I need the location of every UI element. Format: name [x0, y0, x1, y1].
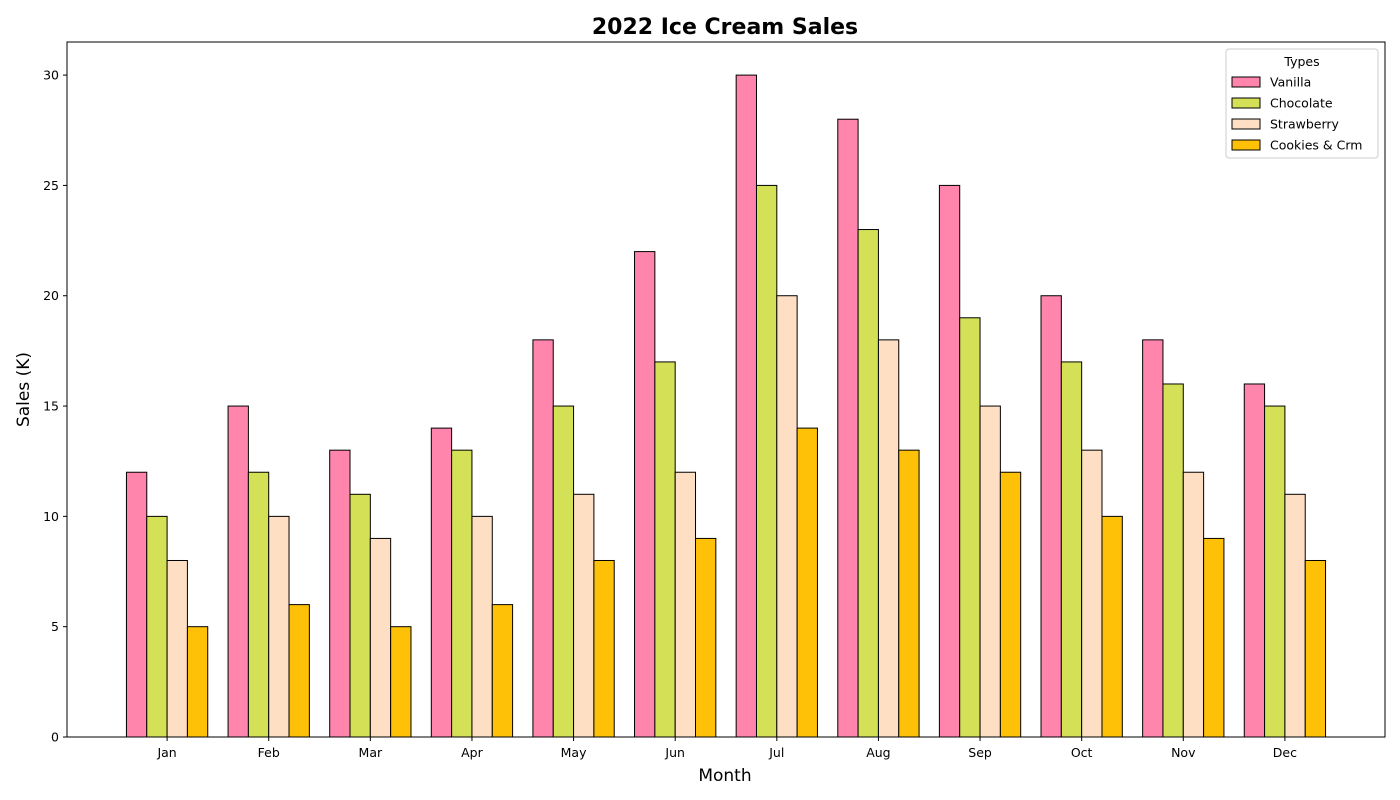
bar-cookies-crm-oct: [1101, 515, 1123, 738]
x-axis-ticks: Jan Feb Mar Apr May Jun Jul Aug Sep Oct Nov Dec: [156, 737, 1297, 760]
bar-vanilla-feb: [227, 405, 249, 738]
x-tick-label-feb: Feb: [258, 745, 280, 760]
bar-strawberry-sep: [979, 405, 1001, 738]
legend-item-strawberry: Strawberry: [1231, 117, 1340, 132]
bar-cookies-crm-dec: [1304, 559, 1327, 738]
bar-chocolate-dec: [1264, 405, 1286, 738]
legend: Types Vanilla Chocolate Strawberry Cookies …: [1225, 48, 1379, 159]
y-tick-label: 30: [43, 68, 59, 83]
x-tick-label-nov: Nov: [1171, 745, 1196, 760]
bar-vanilla-sep: [938, 184, 961, 738]
bar-vanilla-mar: [329, 449, 351, 738]
bar-cookies-crm-may: [593, 559, 615, 738]
x-tick-label-jan: Jan: [156, 745, 176, 760]
bar-vanilla-jan: [125, 471, 148, 738]
bar-cookies-crm-sep: [999, 471, 1022, 738]
legend-label-cookies-crm: Cookies & Crm: [1270, 138, 1362, 153]
bar-chocolate-jul: [755, 184, 778, 738]
legend-items: Vanilla Chocolate Strawberry Cookies & Crm: [1231, 75, 1362, 153]
x-tick-label-sep: Sep: [968, 745, 992, 760]
bar-vanilla-dec: [1243, 383, 1266, 738]
legend-swatch-chocolate: [1231, 97, 1261, 109]
bar-vanilla-aug: [837, 118, 859, 738]
bar-strawberry-nov: [1182, 471, 1205, 738]
series-chocolate: [146, 184, 1286, 738]
bar-vanilla-nov: [1142, 339, 1164, 738]
bar-strawberry-jan: [166, 559, 188, 738]
series-strawberry: [166, 295, 1306, 738]
series-vanilla: [125, 74, 1266, 738]
legend-swatch-cookies-crm: [1231, 139, 1261, 151]
bar-vanilla-apr: [430, 427, 453, 738]
bar-strawberry-dec: [1284, 493, 1306, 738]
legend-item-chocolate: Chocolate: [1231, 96, 1333, 111]
bar-chocolate-mar: [349, 493, 371, 738]
x-tick-label-mar: Mar: [359, 745, 383, 760]
bar-cookies-crm-feb: [288, 604, 310, 738]
legend-title: Types: [1283, 54, 1319, 69]
y-tick-label: 25: [43, 178, 59, 193]
bar-chocolate-aug: [857, 229, 879, 738]
bar-strawberry-jun: [674, 471, 697, 738]
bar-chocolate-nov: [1162, 383, 1184, 738]
x-tick-label-jul: Jul: [768, 745, 784, 760]
bars-group: [125, 74, 1327, 738]
bar-chocolate-jan: [146, 515, 168, 738]
bar-vanilla-jun: [634, 251, 656, 738]
x-tick-label-aug: Aug: [866, 745, 890, 760]
x-axis-label: Month: [698, 766, 751, 786]
legend-box: [1225, 48, 1379, 159]
bar-vanilla-may: [532, 339, 554, 738]
plot-area-frame: [66, 41, 1386, 738]
x-tick-label-may: May: [561, 745, 587, 760]
bar-chocolate-oct: [1060, 361, 1083, 738]
y-tick-label: 5: [51, 619, 59, 634]
chart-title: 2022 Ice Cream Sales: [592, 15, 858, 40]
bar-cookies-crm-nov: [1203, 537, 1225, 738]
bar-strawberry-mar: [369, 537, 392, 738]
legend-swatch-vanilla: [1231, 76, 1261, 88]
x-tick-label-dec: Dec: [1273, 745, 1297, 760]
bar-strawberry-apr: [471, 515, 493, 738]
legend-item-cookies-crm: Cookies & Crm: [1231, 138, 1362, 153]
y-axis-label: Sales (K): [14, 352, 34, 427]
legend-swatch-strawberry: [1231, 118, 1261, 130]
y-tick-label: 20: [43, 288, 59, 303]
bar-chocolate-sep: [959, 317, 981, 738]
x-tick-label-oct: Oct: [1071, 745, 1093, 760]
legend-label-chocolate: Chocolate: [1270, 96, 1333, 111]
y-tick-label: 10: [43, 509, 59, 524]
bar-chocolate-feb: [247, 471, 270, 738]
bar-cookies-crm-mar: [390, 626, 412, 738]
bar-strawberry-feb: [268, 515, 290, 738]
bar-cookies-crm-aug: [898, 449, 920, 738]
bar-cookies-crm-jun: [695, 537, 717, 738]
y-tick-label: 0: [51, 730, 59, 745]
bar-chocolate-may: [552, 405, 575, 738]
legend-label-strawberry: Strawberry: [1270, 117, 1340, 132]
bar-cookies-crm-jan: [186, 626, 209, 738]
bar-strawberry-oct: [1081, 449, 1103, 738]
x-tick-label-apr: Apr: [461, 745, 483, 760]
bar-strawberry-aug: [877, 339, 900, 738]
y-tick-label: 15: [43, 399, 59, 414]
x-tick-label-jun: Jun: [664, 745, 685, 760]
bar-vanilla-oct: [1040, 295, 1062, 738]
bar-strawberry-may: [573, 493, 595, 738]
bar-cookies-crm-jul: [796, 427, 818, 738]
bar-chocolate-apr: [451, 449, 473, 738]
bar-cookies-crm-apr: [491, 604, 514, 738]
legend-label-vanilla: Vanilla: [1270, 75, 1311, 90]
bar-chocolate-jun: [654, 361, 676, 738]
legend-item-vanilla: Vanilla: [1231, 75, 1311, 90]
bar-strawberry-jul: [776, 295, 798, 738]
bar-vanilla-jul: [735, 74, 757, 738]
y-axis-ticks: 0 5 10 15 20 25 30: [43, 68, 67, 745]
